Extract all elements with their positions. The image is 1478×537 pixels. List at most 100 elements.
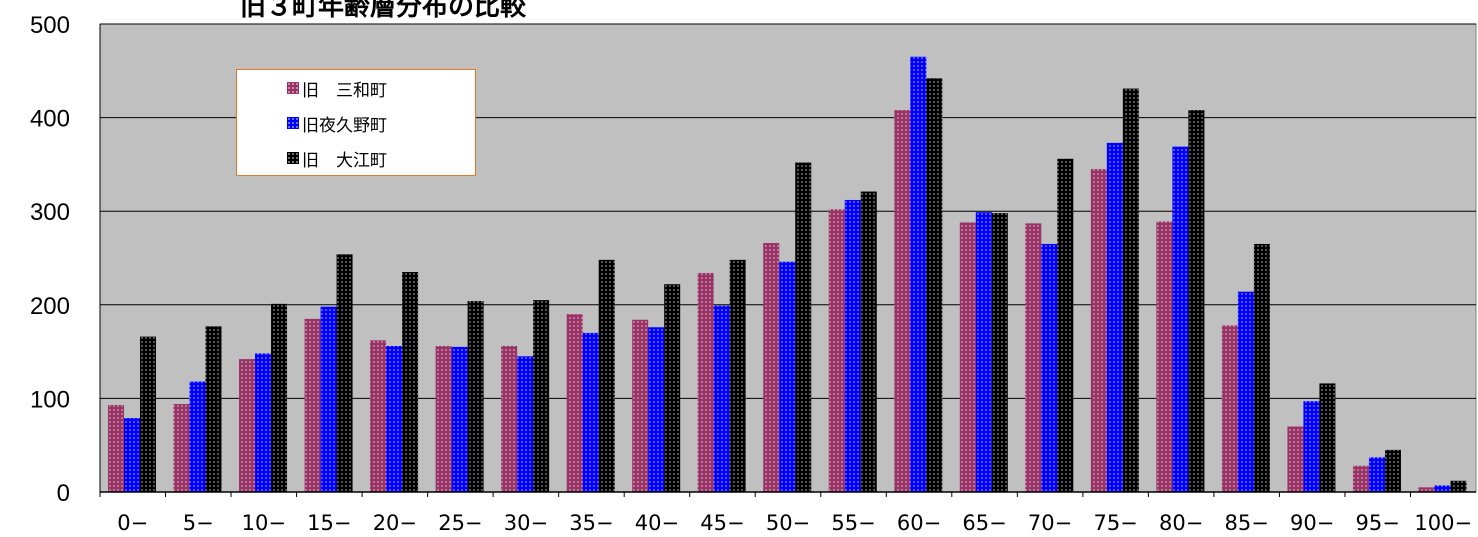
bar-texture-10-0 bbox=[763, 243, 780, 492]
x-tick-label-3: 15− bbox=[307, 511, 351, 535]
bar-texture-10-2 bbox=[795, 162, 812, 492]
bar-texture-13-1 bbox=[975, 212, 992, 493]
x-axis-ticks: 0− 5− 10− 15− 20− 25− 30− 35− 40− 45− 50− 55− 60− 65−… bbox=[117, 511, 1472, 535]
bar-texture-20-1 bbox=[1434, 485, 1451, 492]
bar-texture-14-2 bbox=[1057, 158, 1074, 492]
bar-texture-7-2 bbox=[598, 259, 615, 492]
bar-texture-20-0 bbox=[1418, 487, 1435, 492]
legend-entry-2: 旧 大江町 bbox=[287, 146, 387, 171]
bar-texture-18-1 bbox=[1303, 401, 1320, 492]
bar-texture-17-1 bbox=[1237, 291, 1254, 492]
bar-texture-9-1 bbox=[713, 305, 730, 492]
bar-texture-16-0 bbox=[1156, 221, 1173, 492]
x-tick-label-15: 75− bbox=[1093, 511, 1137, 535]
bar-texture-19-0 bbox=[1352, 465, 1369, 492]
bar-texture-19-2 bbox=[1384, 449, 1401, 492]
bar-texture-15-2 bbox=[1122, 88, 1139, 493]
x-tick-label-10: 50− bbox=[766, 511, 810, 535]
x-tick-label-9: 45− bbox=[700, 511, 744, 535]
x-tick-label-19: 95− bbox=[1356, 511, 1400, 535]
legend-label-1: 旧夜久野町 bbox=[302, 115, 387, 136]
bar-texture-1-2 bbox=[205, 326, 222, 492]
bar-texture-18-2 bbox=[1319, 383, 1336, 492]
bar-texture-0-1 bbox=[124, 418, 140, 492]
bar-texture-5-0 bbox=[435, 345, 452, 492]
bar-texture-1-1 bbox=[189, 381, 206, 492]
bar-texture-6-0 bbox=[501, 345, 518, 492]
bar-texture-15-1 bbox=[1106, 142, 1123, 492]
bar-texture-0-2 bbox=[140, 336, 156, 492]
bar-texture-19-1 bbox=[1368, 457, 1385, 492]
bar-texture-11-2 bbox=[860, 191, 877, 492]
bar-texture-2-0 bbox=[239, 359, 256, 492]
bar-texture-7-1 bbox=[582, 332, 599, 492]
x-tick-label-18: 90− bbox=[1290, 511, 1334, 535]
axes bbox=[99, 24, 1476, 497]
bar-texture-14-0 bbox=[1025, 223, 1042, 493]
bar-texture-12-0 bbox=[894, 110, 911, 492]
bars-group bbox=[108, 56, 1467, 493]
bar-texture-8-0 bbox=[632, 319, 649, 492]
bar-texture-1-0 bbox=[173, 404, 190, 492]
legend-swatch-2 bbox=[287, 152, 299, 164]
bar-texture-8-1 bbox=[648, 327, 665, 492]
bar-texture-2-2 bbox=[271, 303, 288, 492]
bar-texture-15-0 bbox=[1090, 169, 1107, 492]
bar-texture-12-1 bbox=[910, 56, 927, 492]
bar-texture-10-1 bbox=[779, 261, 796, 492]
bar-texture-20-2 bbox=[1450, 480, 1467, 492]
x-tick-label-2: 10− bbox=[242, 511, 286, 535]
bar-texture-4-2 bbox=[402, 272, 419, 492]
bar-texture-18-0 bbox=[1287, 426, 1304, 492]
x-tick-label-11: 55− bbox=[831, 511, 875, 535]
bar-texture-3-2 bbox=[336, 254, 353, 492]
bar-texture-5-2 bbox=[467, 301, 484, 492]
x-tick-label-4: 20− bbox=[373, 511, 417, 535]
x-tick-label-13: 65− bbox=[962, 511, 1006, 535]
bar-texture-16-1 bbox=[1172, 146, 1189, 492]
legend-swatch-0 bbox=[287, 82, 299, 94]
y-tick-label-4: 400 bbox=[30, 106, 70, 133]
bar-texture-11-1 bbox=[844, 199, 861, 492]
bar-texture-12-2 bbox=[926, 78, 943, 493]
legend-label-2: 旧 大江町 bbox=[302, 150, 387, 171]
bar-texture-16-2 bbox=[1188, 110, 1205, 492]
bar-texture-7-0 bbox=[566, 314, 583, 492]
bar-texture-14-1 bbox=[1041, 243, 1058, 492]
legend-swatch-1 bbox=[287, 117, 299, 129]
y-axis-ticks: 0 100 200 300 400 500 bbox=[30, 12, 70, 507]
y-tick-label-5: 500 bbox=[30, 12, 70, 39]
x-tick-label-12: 60− bbox=[897, 511, 941, 535]
bar-texture-4-0 bbox=[370, 340, 387, 492]
x-tick-label-17: 85− bbox=[1225, 511, 1269, 535]
y-tick-label-3: 300 bbox=[30, 199, 70, 226]
x-tick-label-6: 30− bbox=[504, 511, 548, 535]
bar-texture-5-1 bbox=[451, 346, 468, 492]
bar-texture-17-0 bbox=[1221, 325, 1238, 492]
y-tick-label-0: 0 bbox=[57, 480, 70, 507]
bar-texture-3-1 bbox=[320, 306, 337, 492]
x-tick-label-0: 0− bbox=[117, 511, 148, 535]
x-tick-label-20: 100− bbox=[1414, 511, 1472, 535]
x-tick-label-14: 70− bbox=[1028, 511, 1072, 535]
x-tick-label-5: 25− bbox=[438, 511, 482, 535]
x-tick-label-7: 35− bbox=[569, 511, 613, 535]
bar-texture-9-0 bbox=[697, 272, 714, 492]
bar-texture-2-1 bbox=[255, 353, 272, 492]
bar-texture-0-0 bbox=[108, 404, 124, 492]
bar-texture-11-0 bbox=[828, 209, 845, 492]
bar-texture-17-2 bbox=[1253, 243, 1270, 492]
legend-entry-0: 旧 三和町 bbox=[287, 76, 387, 101]
bar-texture-6-1 bbox=[517, 356, 534, 492]
legend-entry-1: 旧夜久野町 bbox=[287, 111, 387, 136]
legend: 旧 三和町 旧夜久野町 旧 大江町 bbox=[236, 69, 476, 176]
bar-texture-13-0 bbox=[959, 222, 976, 492]
bar-texture-4-1 bbox=[386, 345, 403, 492]
x-tick-label-1: 5− bbox=[183, 511, 214, 535]
bar-texture-8-2 bbox=[664, 284, 681, 492]
y-tick-label-2: 200 bbox=[30, 293, 70, 320]
bar-texture-13-2 bbox=[991, 213, 1008, 492]
bar-texture-3-0 bbox=[304, 318, 321, 492]
x-tick-label-8: 40− bbox=[635, 511, 679, 535]
